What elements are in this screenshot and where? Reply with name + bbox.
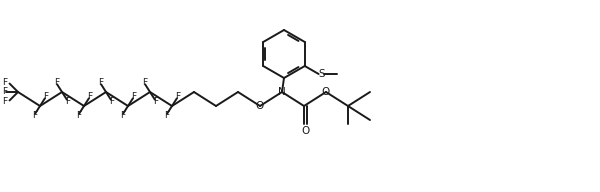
Text: F: F <box>131 92 136 101</box>
Text: N: N <box>278 87 286 97</box>
Text: F: F <box>119 111 125 120</box>
Text: F: F <box>142 78 147 87</box>
Text: F: F <box>2 78 7 87</box>
Text: F: F <box>98 78 103 87</box>
Text: F: F <box>65 97 70 106</box>
Text: F: F <box>2 97 7 106</box>
Text: F: F <box>2 88 7 97</box>
Text: F: F <box>175 92 181 101</box>
Text: F: F <box>43 92 49 101</box>
Text: O: O <box>322 87 330 97</box>
Text: F: F <box>109 97 115 106</box>
Text: F: F <box>153 97 158 106</box>
Text: O: O <box>301 126 310 136</box>
Text: F: F <box>164 111 169 120</box>
Text: S: S <box>319 69 325 79</box>
Text: F: F <box>32 111 37 120</box>
Text: F: F <box>87 92 92 101</box>
Text: O: O <box>256 101 264 111</box>
Text: F: F <box>53 78 59 87</box>
Text: F: F <box>76 111 81 120</box>
